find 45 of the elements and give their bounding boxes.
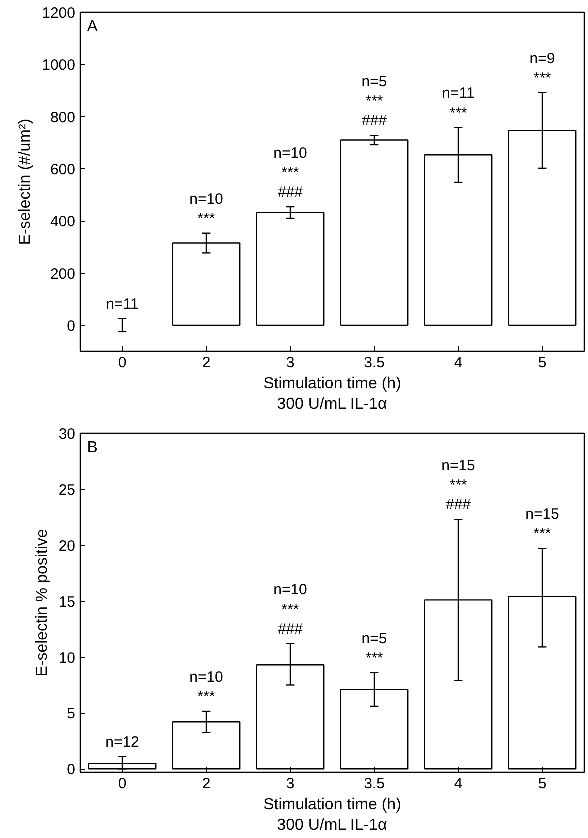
x-tick-label: 3 (286, 776, 295, 792)
y-tick-label: 30 (58, 426, 76, 443)
annotation: n=11 *** (442, 85, 475, 122)
x-tick-label: 4 (454, 354, 463, 372)
y-tick-label: 25 (58, 482, 76, 499)
y-tick-label: 800 (50, 109, 76, 126)
annotation: A (87, 18, 98, 36)
y-tick-label: 400 (50, 214, 76, 231)
annotation: n=5 *** ### (362, 73, 388, 130)
x-tick-label: 3.5 (364, 354, 385, 372)
y-tick-label: 0 (67, 318, 76, 335)
x-axis-title: Stimulation time (h) 300 U/mL IL-1α (264, 376, 402, 413)
x-tick-label: 3 (286, 354, 295, 372)
x-tick-label: 5 (538, 354, 547, 372)
annotation: n=10 *** (190, 668, 224, 706)
y-tick-label: 20 (58, 538, 76, 555)
annotation: n=5 *** (362, 630, 388, 667)
annotation: n=11 (106, 296, 139, 313)
annotation: n=10 *** ### (274, 144, 308, 202)
annotation: n=9 *** (530, 50, 556, 87)
y-tick-label: 10 (58, 650, 76, 667)
y-tick-label: 0 (67, 762, 76, 779)
annotation: n=10 *** ### (274, 582, 308, 638)
annotation: n=15 *** ### (442, 458, 476, 514)
x-tick-label: 2 (202, 776, 211, 792)
y-tick-label: 600 (50, 161, 76, 178)
annotation: n=10 *** (190, 190, 224, 228)
annotation: n=12 (106, 734, 140, 751)
x-tick-label: 3.5 (364, 776, 385, 792)
annotation: n=15 *** (526, 506, 560, 543)
x-tick-label: 0 (118, 354, 127, 372)
y-tick-label: 200 (50, 266, 76, 283)
x-tick-label: 4 (454, 776, 463, 792)
x-tick-label: 0 (118, 776, 127, 792)
y-tick-label: 5 (67, 706, 76, 723)
y-axis-title: E-selectin % positive (34, 529, 51, 677)
y-tick-label: 1200 (42, 5, 76, 22)
x-tick-label: 5 (538, 776, 547, 792)
x-tick-label: 2 (202, 354, 211, 372)
annotation: B (87, 440, 98, 456)
y-tick-label: 15 (58, 594, 76, 611)
bar (340, 140, 409, 326)
y-axis-title: E-selectin (#/um²) (17, 118, 34, 246)
x-axis-title: Stimulation time (h) 300 U/mL IL-1α (264, 796, 402, 834)
y-tick-label: 1000 (42, 57, 76, 74)
